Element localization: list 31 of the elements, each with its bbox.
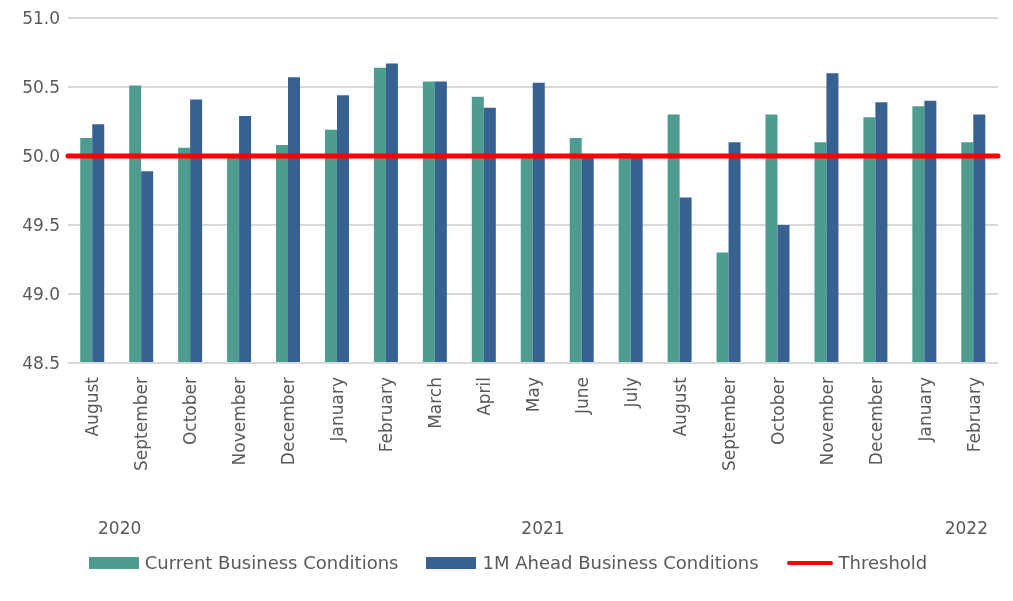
x-tick-label: September — [131, 376, 152, 471]
x-tick-label: March — [425, 377, 446, 429]
x-tick-label: August — [82, 376, 103, 437]
legend-label: Current Business Conditions — [144, 552, 399, 573]
y-tick-label: 49.5 — [22, 215, 60, 236]
legend-label: 1M Ahead Business Conditions — [482, 552, 759, 573]
y-tick-label: 50.5 — [22, 77, 60, 98]
text: 2021 — [521, 518, 565, 538]
legend-label: Threshold — [838, 552, 928, 573]
x-tick-label: September — [718, 376, 739, 471]
x-tick-label: October — [767, 377, 788, 446]
x-tick-label: October — [180, 377, 201, 446]
x-tick-label: June — [571, 377, 592, 416]
x-tick-label: August — [669, 376, 690, 437]
y-tick-label: 49.0 — [22, 284, 60, 305]
x-tick-label: February — [963, 377, 984, 453]
y-tick-label: 50.0 — [22, 146, 60, 167]
x-tick-label: January — [327, 377, 348, 443]
text: 2020 — [98, 518, 142, 538]
x-tick-label: November — [816, 376, 837, 466]
x-tick-label: May — [523, 377, 543, 413]
x-tick-label: December — [278, 376, 299, 466]
x-tick-label: April — [474, 377, 495, 416]
y-tick-label: 48.5 — [22, 353, 60, 374]
y-tick-label: 51.0 — [22, 8, 60, 29]
x-tick-label: November — [229, 376, 250, 466]
x-tick-label: February — [376, 377, 397, 453]
x-tick-label: January — [914, 377, 935, 443]
x-tick-label: July — [620, 377, 641, 409]
x-tick-label: December — [865, 376, 886, 466]
text: 2022 — [944, 518, 988, 538]
